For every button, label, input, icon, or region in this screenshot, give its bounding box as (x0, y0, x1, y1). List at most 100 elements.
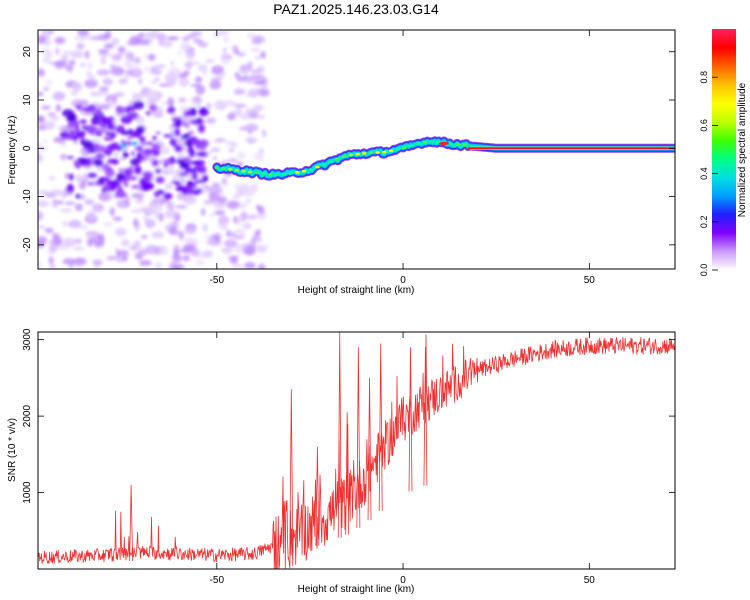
noise-blob (256, 114, 266, 119)
noise-core-blob (151, 143, 161, 151)
noise-blob (110, 64, 116, 72)
noise-blob (59, 208, 73, 213)
noise-blob (123, 59, 134, 68)
noise-core-blob (79, 119, 87, 124)
ridge-peak (355, 152, 360, 156)
noise-core-blob (197, 124, 206, 133)
y-tick-label: 20 (22, 46, 33, 58)
noise-blob (254, 55, 261, 60)
noise-core-blob (136, 125, 146, 135)
snr-spike (345, 412, 350, 535)
noise-blob (226, 112, 236, 121)
colorbar-scale (712, 29, 736, 270)
noise-blob (133, 218, 139, 228)
noise-core-blob (196, 151, 208, 157)
ridge-peak (295, 170, 300, 174)
noise-blob (194, 76, 203, 84)
noise-core-blob (127, 112, 139, 120)
ridge-peak (449, 142, 454, 146)
noise-blob (61, 220, 68, 228)
noise-core-blob (140, 140, 146, 145)
noise-core-blob (125, 168, 130, 175)
noise-blob (89, 35, 104, 41)
noise-core-blob (123, 181, 129, 188)
ridge-peak (321, 163, 327, 166)
noise-blob (261, 84, 268, 89)
noise-core-blob (151, 159, 160, 167)
ridge-peak (261, 172, 266, 176)
noise-blob (129, 51, 135, 61)
noise-blob (44, 193, 57, 198)
noise-blob (228, 148, 235, 152)
noise-core-blob (74, 124, 80, 132)
noise-core-blob (109, 131, 117, 139)
noise-blob (251, 40, 261, 44)
noise-blob (255, 244, 266, 253)
noise-blob (42, 86, 50, 91)
noise-blob (156, 32, 167, 42)
noise-core-blob (126, 136, 133, 140)
noise-blob (38, 142, 43, 147)
noise-blob (74, 257, 87, 266)
noise-core-blob (72, 135, 78, 142)
noise-core-blob (106, 121, 115, 130)
noise-core-blob (175, 187, 186, 192)
noise-core-blob (149, 104, 158, 112)
noise-blob (38, 36, 46, 45)
ridge-peak (315, 165, 320, 169)
noise-blob (78, 181, 87, 190)
noise-blob (154, 203, 163, 214)
noise-core-blob (130, 185, 139, 189)
ridge-peak (268, 173, 273, 176)
ridge-peak (422, 140, 427, 144)
noise-blob (245, 108, 258, 116)
noise-blob (55, 47, 60, 56)
noise-blob (178, 263, 185, 269)
noise-blob (61, 192, 67, 199)
noise-blob (118, 78, 128, 84)
noise-core-blob (172, 142, 178, 148)
ridge-peak (375, 151, 380, 154)
noise-blob (103, 222, 113, 227)
colorbar: 0.0 0.2 0.4 0.6 0.8 Normalized spectral ampl… (699, 29, 748, 276)
noise-core-blob (75, 193, 81, 199)
colorbar-tick-label: 0.4 (699, 167, 709, 180)
ridge-peak (228, 167, 233, 171)
noise-core-blob (104, 169, 115, 178)
noise-blob (209, 212, 215, 218)
noise-blob (244, 262, 256, 269)
noise-blob (177, 192, 183, 201)
noise-core-blob (179, 172, 188, 177)
ridge-peak (248, 170, 253, 174)
noise-blob (116, 201, 126, 209)
noise-blob (260, 51, 266, 59)
ridge-peak (221, 167, 226, 170)
noise-blob (246, 198, 252, 203)
noise-core-blob (133, 100, 145, 110)
noise-blob (215, 30, 230, 36)
noise-blob (206, 102, 212, 109)
noise-core-blob (188, 160, 201, 166)
noise-core-blob (138, 135, 146, 142)
noise-blob (233, 215, 238, 224)
noise-blob (48, 256, 55, 264)
noise-blob (170, 61, 175, 66)
noise-blob (177, 50, 183, 55)
noise-blob (202, 67, 208, 76)
noise-core-blob (188, 131, 194, 135)
noise-core-blob (69, 130, 75, 134)
noise-blob (208, 185, 223, 194)
noise-blob (42, 57, 52, 64)
ridge-peak (409, 144, 414, 148)
noise-blob (234, 72, 240, 79)
noise-blob (57, 138, 67, 142)
snr-xlabel: Height of straight line (km) (298, 584, 415, 595)
noise-blob (92, 203, 105, 213)
noise-core-blob (176, 158, 185, 164)
noise-core-blob (66, 183, 74, 192)
noise-blob (86, 71, 92, 76)
noise-blob (214, 210, 226, 216)
noise-blob (243, 245, 256, 256)
noise-blob (185, 49, 196, 60)
